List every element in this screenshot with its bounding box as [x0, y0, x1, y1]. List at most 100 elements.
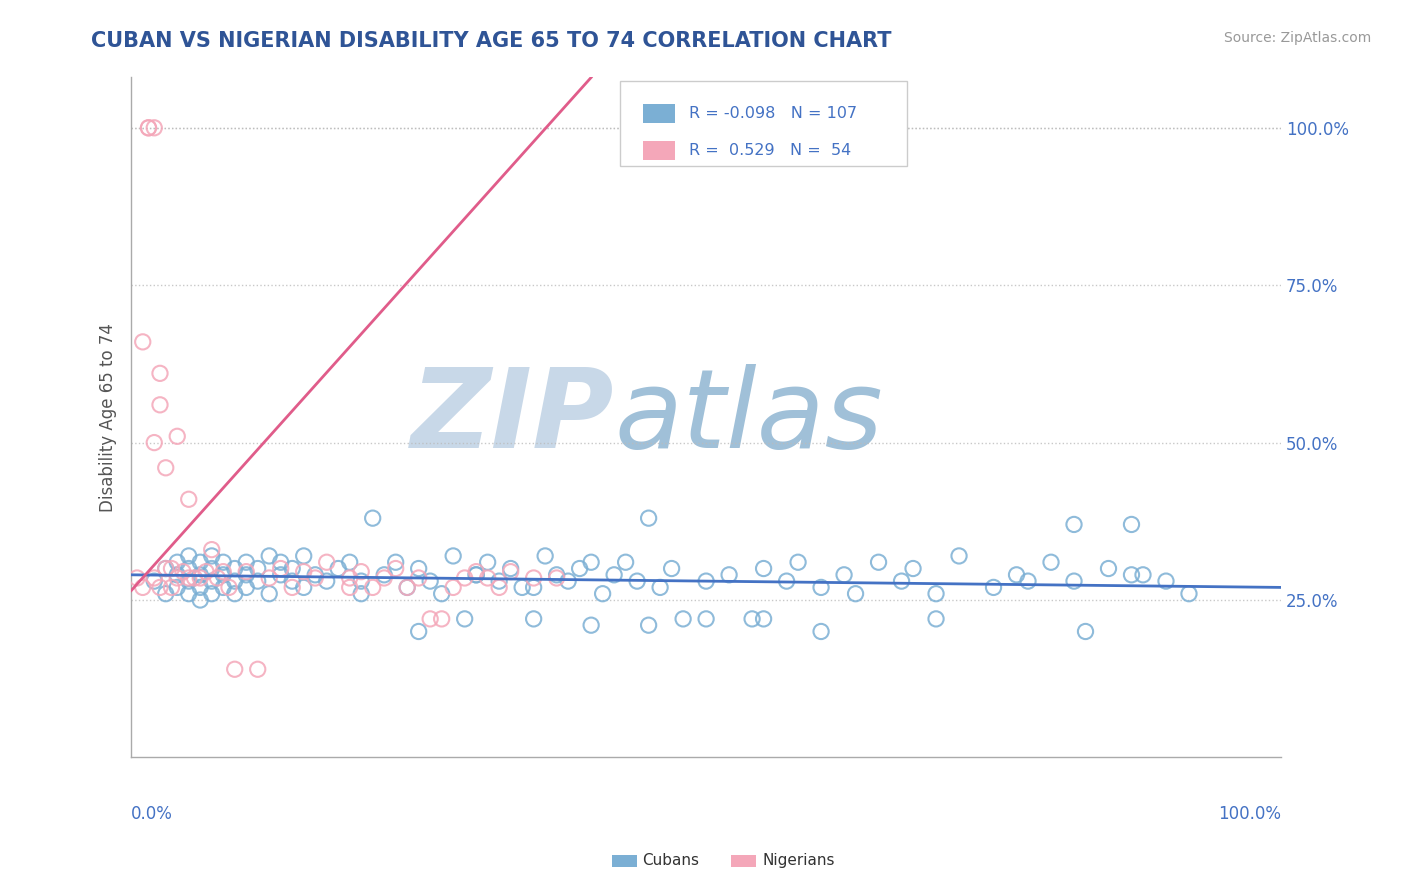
Point [143, 574, 166, 588]
Point [925, 587, 948, 601]
Point [270, 555, 292, 569]
Point [125, 571, 148, 585]
Point [177, 587, 200, 601]
Point [138, 120, 160, 135]
Point [212, 581, 235, 595]
Point [741, 612, 763, 626]
Point [224, 587, 246, 601]
Point [419, 574, 441, 588]
Point [925, 612, 948, 626]
Point [465, 567, 488, 582]
Point [224, 574, 246, 588]
Point [901, 561, 924, 575]
Point [488, 574, 510, 588]
Point [212, 565, 235, 579]
Point [419, 612, 441, 626]
Point [257, 571, 280, 585]
Point [661, 561, 683, 575]
Point [212, 567, 235, 582]
Point [350, 574, 373, 588]
Y-axis label: Disability Age 65 to 74: Disability Age 65 to 74 [100, 323, 117, 512]
Point [465, 567, 488, 582]
Point [408, 571, 430, 585]
Point [160, 581, 183, 595]
Text: Source: ZipAtlas.com: Source: ZipAtlas.com [1223, 31, 1371, 45]
Point [510, 581, 533, 595]
Point [614, 555, 637, 569]
Point [246, 561, 269, 575]
Point [499, 561, 522, 575]
Point [1074, 624, 1097, 639]
Point [948, 549, 970, 563]
Point [637, 511, 659, 525]
Point [408, 561, 430, 575]
Point [149, 581, 172, 595]
Point [257, 549, 280, 563]
Point [183, 571, 205, 585]
Point [188, 555, 211, 569]
Point [281, 561, 304, 575]
Point [546, 571, 568, 585]
Point [132, 581, 155, 595]
Point [188, 581, 211, 595]
Text: R = -0.098   N = 107: R = -0.098 N = 107 [689, 106, 858, 121]
Point [648, 581, 671, 595]
Point [160, 561, 183, 575]
Point [441, 549, 464, 563]
Point [384, 555, 406, 569]
Point [188, 593, 211, 607]
Point [1063, 574, 1085, 588]
Point [1063, 517, 1085, 532]
Point [304, 571, 326, 585]
Point [315, 574, 337, 588]
Point [304, 567, 326, 582]
Point [868, 555, 890, 569]
Point [1097, 561, 1119, 575]
Point [1017, 574, 1039, 588]
Point [201, 549, 224, 563]
Point [177, 561, 200, 575]
Point [477, 555, 499, 569]
Text: Nigerians: Nigerians [762, 854, 835, 868]
FancyBboxPatch shape [643, 141, 675, 161]
Point [350, 587, 373, 601]
FancyBboxPatch shape [620, 81, 907, 166]
Point [396, 581, 419, 595]
Text: Cubans: Cubans [643, 854, 700, 868]
Point [373, 567, 395, 582]
Point [523, 612, 546, 626]
Point [138, 120, 160, 135]
Point [499, 565, 522, 579]
Point [281, 581, 304, 595]
Point [890, 574, 912, 588]
Point [1132, 567, 1154, 582]
Point [246, 662, 269, 676]
Point [195, 565, 218, 579]
Point [488, 581, 510, 595]
Point [1121, 517, 1143, 532]
Point [201, 561, 224, 575]
Text: CUBAN VS NIGERIAN DISABILITY AGE 65 TO 74 CORRELATION CHART: CUBAN VS NIGERIAN DISABILITY AGE 65 TO 7… [91, 31, 891, 51]
Point [441, 581, 464, 595]
Point [339, 555, 361, 569]
Point [430, 612, 453, 626]
FancyBboxPatch shape [643, 104, 675, 123]
Point [603, 567, 626, 582]
Point [579, 618, 602, 632]
Point [155, 561, 177, 575]
Text: ZIP: ZIP [411, 364, 614, 471]
Point [1005, 567, 1028, 582]
Text: 100.0%: 100.0% [1218, 805, 1281, 823]
Point [983, 581, 1005, 595]
Point [361, 581, 384, 595]
Point [384, 561, 406, 575]
Point [430, 587, 453, 601]
Point [281, 574, 304, 588]
Point [810, 624, 832, 639]
Point [315, 555, 337, 569]
Point [257, 587, 280, 601]
Point [592, 587, 614, 601]
Point [177, 571, 200, 585]
Point [695, 612, 717, 626]
Point [235, 555, 257, 569]
